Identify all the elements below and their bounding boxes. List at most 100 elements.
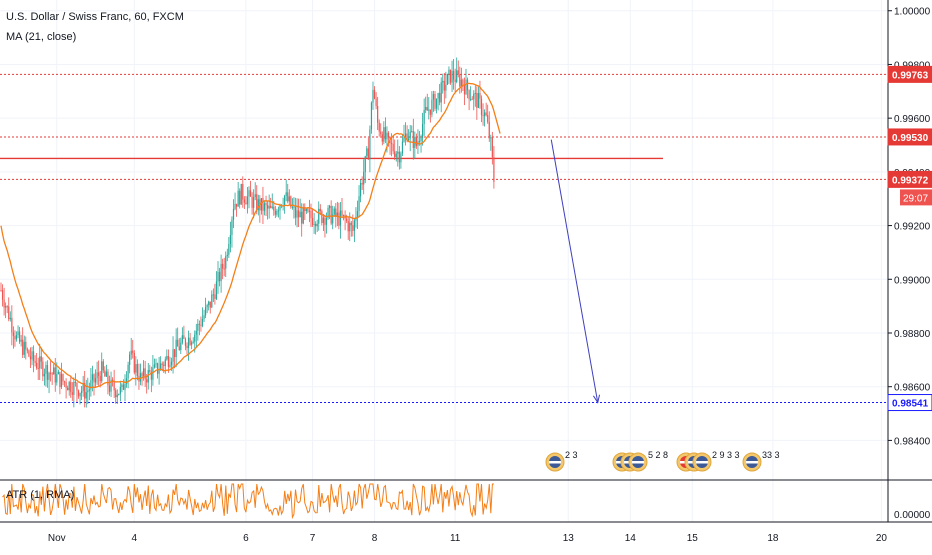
candle-body — [487, 115, 489, 122]
candle-body — [301, 211, 303, 224]
candle-body — [409, 131, 411, 139]
candle-body — [158, 370, 160, 374]
horizontal-levels[interactable] — [0, 73, 888, 404]
candle-body — [338, 212, 340, 226]
candle-body — [31, 351, 33, 360]
candle-body — [296, 210, 298, 218]
candle-body — [273, 206, 275, 211]
candle-body — [150, 371, 152, 380]
candle-body — [144, 368, 146, 380]
candle-body — [208, 301, 210, 306]
price-label-text: 0.98541 — [892, 399, 929, 410]
candle-body — [446, 73, 448, 85]
event-markers[interactable]: 2 3 5 2 8 2 9 3 3 33 3 — [545, 450, 780, 472]
annotations[interactable] — [550, 139, 601, 404]
candle-body — [322, 217, 324, 224]
candle-body — [480, 98, 483, 116]
candle-body — [90, 380, 92, 390]
event-marker[interactable]: 2 9 3 3 — [676, 450, 740, 472]
candle-body — [324, 217, 326, 225]
candle-body — [356, 211, 359, 217]
candle-body — [321, 211, 323, 224]
candle-body — [485, 112, 487, 116]
candle-body — [395, 153, 397, 158]
candle-body — [59, 371, 61, 388]
candle-body — [319, 208, 321, 212]
candle-body — [118, 393, 120, 395]
candle-body — [339, 210, 342, 226]
candle-body — [429, 109, 431, 115]
candle-body — [422, 123, 424, 138]
candle-body — [129, 354, 131, 365]
candle-body — [466, 79, 469, 91]
price-tick-label: 0.99000 — [894, 275, 931, 286]
event-marker[interactable]: 2 3 — [545, 450, 578, 472]
candle-body — [251, 196, 253, 208]
candle-body — [240, 183, 242, 205]
arrow-annotation-head[interactable] — [592, 394, 601, 404]
candle-body — [277, 210, 280, 212]
price-label-badge — [887, 128, 932, 146]
candle-body — [304, 207, 306, 212]
candle-body — [408, 138, 410, 141]
grid — [0, 0, 888, 522]
candle-body — [60, 374, 63, 388]
candle-body — [234, 203, 236, 209]
candle-body — [135, 364, 137, 373]
flag-stripe — [549, 461, 561, 464]
candle-body — [198, 323, 200, 325]
candle-body — [432, 94, 435, 100]
candle-body — [124, 384, 126, 390]
candle-body — [426, 107, 428, 111]
price-tick-label: 0.99200 — [894, 222, 931, 233]
candle-body — [253, 197, 255, 208]
candle-body — [169, 365, 171, 367]
candle-body — [386, 132, 388, 140]
time-tick-label: 18 — [767, 533, 779, 544]
candle-body — [212, 294, 214, 296]
candle-body — [141, 373, 143, 377]
candle-body — [152, 367, 154, 380]
time-tick-label: 8 — [372, 533, 378, 544]
event-marker[interactable]: 33 3 — [742, 450, 780, 472]
flag-stripe — [696, 461, 708, 464]
candle-body — [81, 391, 83, 393]
candle-body — [177, 339, 179, 347]
candle-body — [470, 98, 472, 100]
candle-body — [82, 383, 84, 392]
candle-body — [268, 205, 270, 209]
candle-body — [270, 205, 272, 208]
event-count: 5 2 8 — [648, 450, 668, 460]
candle-body — [325, 217, 328, 225]
candle-body — [265, 203, 267, 206]
candle-body — [22, 339, 24, 355]
candle-body — [451, 70, 453, 83]
candle-body — [116, 394, 118, 398]
candle-body — [136, 364, 138, 376]
candle-body — [411, 131, 413, 133]
candle-body — [57, 371, 59, 375]
event-marker[interactable]: 5 2 8 — [612, 450, 668, 472]
candle-body — [260, 198, 262, 211]
candle-body — [257, 199, 259, 211]
candle-body — [294, 206, 297, 218]
candle-body — [94, 378, 97, 383]
candle-body — [155, 363, 157, 365]
candle-body — [316, 223, 318, 227]
candle-body — [298, 210, 300, 218]
candle-body — [335, 208, 337, 217]
candle-body — [363, 171, 365, 185]
candle-body — [394, 151, 396, 158]
candle-body — [45, 365, 47, 374]
candle-body — [164, 359, 166, 366]
candle-body — [248, 190, 250, 197]
candle-body — [232, 208, 235, 220]
candle-body — [170, 361, 173, 366]
candle-body — [217, 271, 219, 282]
candle-body — [201, 318, 204, 326]
candle-body — [0, 290, 2, 292]
arrow-annotation-line[interactable] — [550, 139, 599, 403]
candle-body — [372, 89, 374, 103]
